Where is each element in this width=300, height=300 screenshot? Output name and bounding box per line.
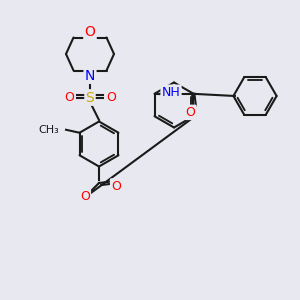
Text: O: O — [64, 91, 74, 104]
Text: CH₃: CH₃ — [39, 125, 59, 135]
Text: O: O — [85, 26, 95, 39]
Text: O: O — [111, 179, 121, 193]
Text: O: O — [106, 91, 116, 104]
Text: O: O — [80, 190, 90, 203]
Text: NH: NH — [162, 86, 180, 99]
Text: N: N — [85, 69, 95, 82]
Text: O: O — [186, 106, 196, 119]
Text: S: S — [85, 91, 94, 104]
